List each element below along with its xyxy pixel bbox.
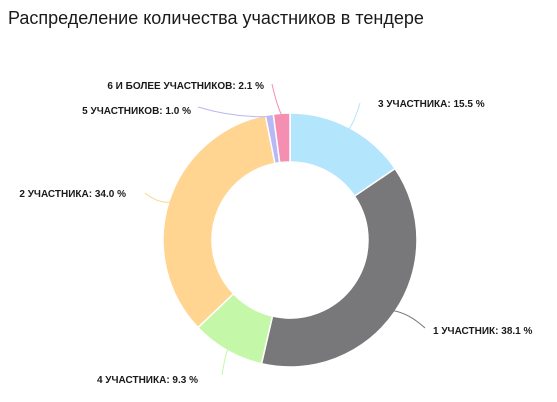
data-label-5: 5 УЧАСТНИКОВ: 1.0 % <box>82 106 191 117</box>
leader-line-2 <box>393 310 426 329</box>
leader-line-5 <box>197 106 270 118</box>
data-label-4: 2 УЧАСТНИКА: 34.0 % <box>19 189 126 200</box>
leader-line-4 <box>144 192 171 203</box>
leader-line-1 <box>348 102 361 130</box>
chart-title: Распределение количества участников в те… <box>8 8 424 28</box>
leader-line-6 <box>271 83 283 116</box>
data-label-6: 6 И БОЛЕЕ УЧАСТНИКОВ: 2.1 % <box>107 81 264 92</box>
data-label-3: 4 УЧАСТНИКА: 9.3 % <box>97 375 198 386</box>
leader-line-3 <box>221 348 229 376</box>
slice-4[interactable] <box>162 114 276 329</box>
slice-2[interactable] <box>260 167 418 368</box>
slice-6[interactable] <box>272 112 291 164</box>
data-label-1: 3 УЧАСТНИКА: 15.5 % <box>378 99 485 110</box>
data-label-2: 1 УЧАСТНИК: 38.1 % <box>433 326 533 337</box>
